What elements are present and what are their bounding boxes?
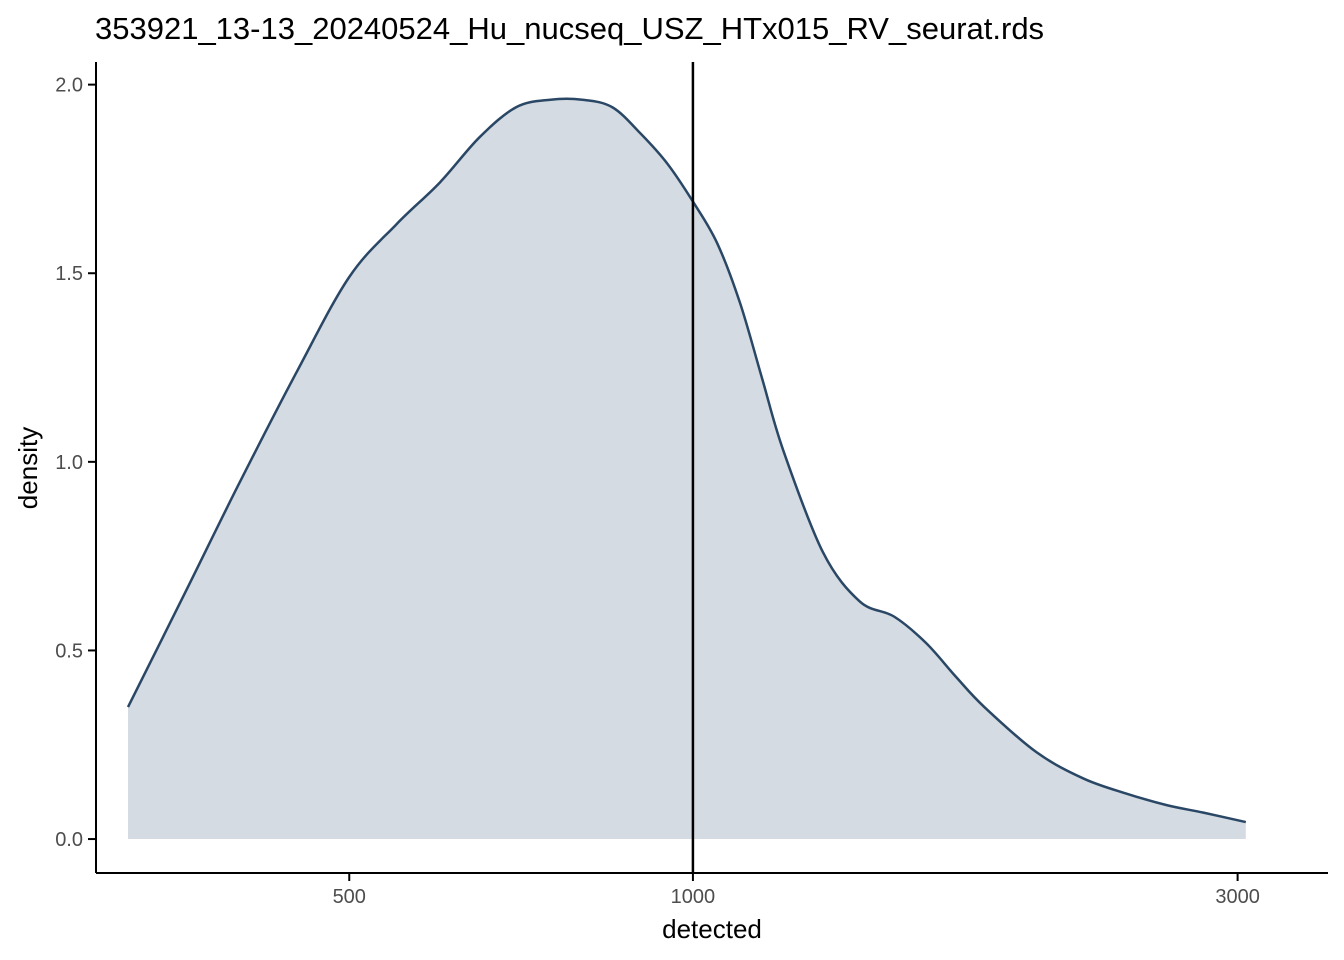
density-area-0 [127, 98, 1246, 840]
chart-title: 353921_13-13_20240524_Hu_nucseq_USZ_HTx0… [95, 11, 1044, 46]
y-tick-label-4: 2.0 [55, 75, 83, 97]
y-tick-label-1: 0.5 [55, 640, 83, 662]
y-tick-label-3: 1.5 [55, 263, 83, 285]
x-tick-label-2: 3000 [1215, 886, 1260, 908]
x-tick-label-0: 500 [333, 886, 366, 908]
x-axis: 500 1000 3000 [96, 872, 1328, 908]
plot-area [126, 62, 1247, 873]
x-axis-title: detected [662, 914, 762, 944]
y-axis-title: density [13, 427, 43, 509]
y-tick-label-2: 1.0 [55, 452, 83, 474]
y-tick-label-0: 0.0 [55, 829, 83, 851]
x-tick-label-1: 1000 [671, 886, 716, 908]
density-line-0 [126, 97, 1247, 824]
y-axis: 0.0 0.5 1.0 1.5 2.0 [55, 62, 97, 873]
